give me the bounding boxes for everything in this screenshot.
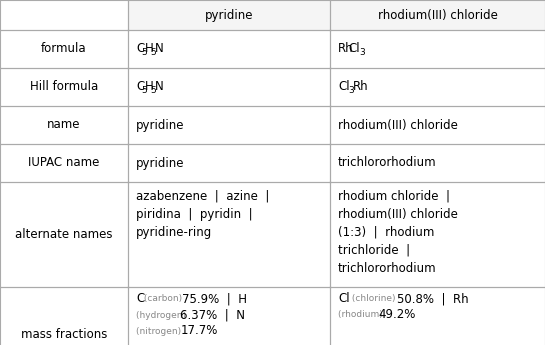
Bar [0, 287, 128, 345]
Text: Hill formula: Hill formula [30, 80, 98, 93]
Text: azabenzene  |  azine  |
piridina  |  pyridin  |
pyridine-ring: azabenzene | azine | piridina | pyridin … [136, 190, 269, 239]
Text: pyridine: pyridine [136, 118, 185, 131]
Bar [330, 287, 545, 345]
Text: N: N [155, 42, 163, 56]
Text: 49.2%: 49.2% [378, 308, 416, 322]
Bar [128, 144, 330, 182]
Text: Rh: Rh [338, 42, 354, 56]
Bar [128, 0, 330, 30]
Text: 3: 3 [349, 86, 354, 95]
Text: rhodium(III) chloride: rhodium(III) chloride [338, 118, 458, 131]
Text: H: H [146, 42, 154, 56]
Bar [330, 68, 545, 106]
Text: rhodium chloride  |
rhodium(III) chloride
(1:3)  |  rhodium
trichloride  |
trich: rhodium chloride | rhodium(III) chloride… [338, 190, 458, 275]
Text: 17.7%: 17.7% [180, 325, 217, 337]
Text: (hydrogen): (hydrogen) [136, 310, 189, 319]
Text: formula: formula [41, 42, 87, 56]
Text: (carbon): (carbon) [141, 295, 185, 304]
Text: 5: 5 [150, 48, 156, 57]
Bar [128, 68, 330, 106]
Text: 5: 5 [141, 48, 147, 57]
Text: N: N [155, 80, 163, 93]
Text: Rh: Rh [353, 80, 368, 93]
Text: 5: 5 [141, 86, 147, 95]
Text: pyridine: pyridine [136, 157, 185, 169]
Text: Cl: Cl [338, 293, 350, 306]
Bar [0, 0, 128, 30]
Bar [128, 30, 330, 68]
Text: (chlorine): (chlorine) [349, 295, 398, 304]
Text: 5: 5 [150, 86, 156, 95]
Text: 50.8%  |  Rh: 50.8% | Rh [397, 293, 469, 306]
Text: pyridine: pyridine [205, 9, 253, 21]
Bar [330, 0, 545, 30]
Text: 75.9%  |  H: 75.9% | H [181, 293, 246, 306]
Bar [330, 144, 545, 182]
Text: name: name [47, 118, 81, 131]
Bar [330, 182, 545, 287]
Text: C: C [136, 80, 144, 93]
Bar [128, 106, 330, 144]
Text: Cl: Cl [349, 42, 360, 56]
Text: (nitrogen): (nitrogen) [136, 326, 184, 335]
Text: C: C [136, 42, 144, 56]
Text: rhodium(III) chloride: rhodium(III) chloride [378, 9, 498, 21]
Bar [330, 106, 545, 144]
Bar [0, 30, 128, 68]
Text: H: H [146, 80, 154, 93]
Text: 3: 3 [359, 48, 365, 57]
Text: Cl: Cl [338, 80, 350, 93]
Bar [0, 68, 128, 106]
Text: trichlororhodium: trichlororhodium [338, 157, 437, 169]
Text: mass fractions: mass fractions [21, 328, 107, 342]
Bar [128, 182, 330, 287]
Bar [0, 144, 128, 182]
Bar [0, 182, 128, 287]
Bar [330, 30, 545, 68]
Text: 6.37%  |  N: 6.37% | N [180, 308, 245, 322]
Text: alternate names: alternate names [15, 228, 113, 241]
Text: C: C [136, 293, 144, 306]
Text: (rhodium): (rhodium) [338, 310, 386, 319]
Bar [128, 287, 330, 345]
Text: IUPAC name: IUPAC name [28, 157, 100, 169]
Bar [0, 106, 128, 144]
